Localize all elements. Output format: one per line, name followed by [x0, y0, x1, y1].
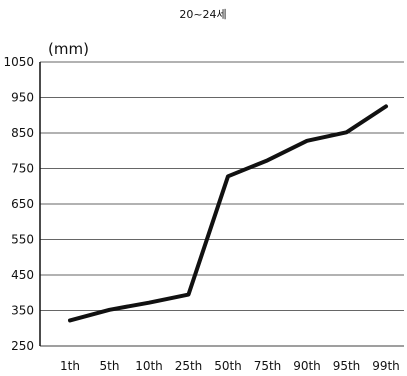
data-point [345, 131, 348, 134]
data-point [385, 105, 387, 108]
data-point [187, 293, 190, 296]
y-tick-label: 650 [11, 197, 34, 211]
x-tick-label: 5th [100, 359, 120, 373]
data-point [266, 159, 269, 162]
data-point [108, 308, 111, 311]
y-tick-label: 550 [11, 233, 34, 247]
series-line [68, 104, 388, 323]
y-axis-unit-label: (mm) [48, 40, 89, 58]
y-tick-label: 1050 [3, 55, 34, 69]
data-point [227, 175, 229, 178]
x-tick-label: 99th [372, 359, 400, 373]
y-tick-label: 850 [11, 126, 34, 140]
grid-layer [40, 61, 404, 347]
series-layer [68, 104, 388, 323]
x-tick-label: 25th [175, 359, 203, 373]
chart-title: 20~24세 [179, 8, 226, 21]
x-tick-label: 10th [135, 359, 163, 373]
x-tick-label: 95th [333, 359, 361, 373]
y-tick-label: 250 [11, 339, 34, 353]
x-tick-label: 75th [254, 359, 282, 373]
y-tick-label: 750 [11, 162, 34, 176]
x-tick-label: 90th [293, 359, 321, 373]
data-point [306, 139, 308, 142]
data-point [148, 301, 150, 304]
x-tick-label: 1th [60, 359, 80, 373]
y-tick-label: 350 [11, 304, 34, 318]
y-tick-label: 450 [11, 268, 34, 282]
tick-layer: 250 350 450 550 650 750 850 950 1050 1th 5th 10th 25… [3, 55, 399, 373]
x-tick-label: 50th [214, 359, 242, 373]
data-point [69, 319, 71, 322]
y-tick-label: 950 [11, 91, 34, 105]
